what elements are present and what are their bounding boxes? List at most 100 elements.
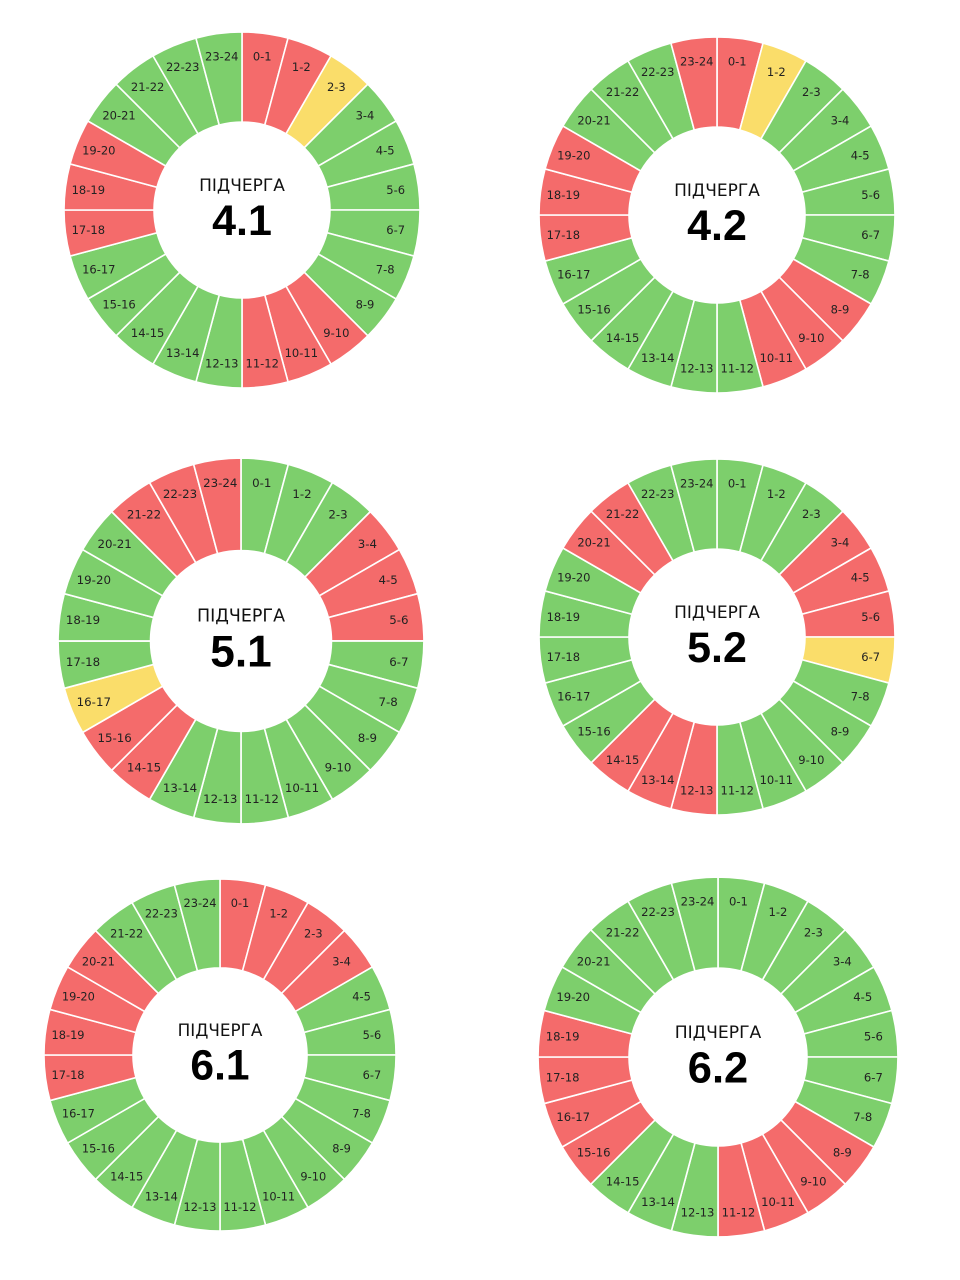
hour-label-16-17: 16-17 [557,689,590,703]
hour-label-1-2: 1-2 [292,487,311,501]
hour-label-22-23: 22-23 [641,487,674,501]
hour-label-21-22: 21-22 [110,926,143,940]
hour-label-20-21: 20-21 [577,955,611,969]
hour-label-22-23: 22-23 [145,906,178,920]
ring-chart-6-1: 0-1 1-2 2-3 3-4 4-5 5-6 6-7 7-8 8-9 9-10 10-11 11-1… [43,878,397,1232]
hour-label-13-14: 13-14 [166,346,199,360]
hour-label-16-17: 16-17 [82,262,115,276]
hour-label-17-18: 17-18 [52,1068,85,1082]
hour-label-16-17: 16-17 [62,1107,95,1121]
hour-label-8-9: 8-9 [831,724,850,738]
hour-label-2-3: 2-3 [804,926,823,940]
hour-labels: 0-1 1-2 2-3 3-4 4-5 5-6 6-7 7-8 8-9 9-10 10-11 11-1… [547,54,880,375]
hour-segment-23-24 [194,31,243,126]
hour-label-4-5: 4-5 [379,573,398,587]
hour-label-9-10: 9-10 [798,753,824,767]
hour-label-3-4: 3-4 [831,114,850,128]
queue-caption: ПІДЧЕРГА [199,176,285,196]
hour-labels: 0-1 1-2 2-3 3-4 4-5 5-6 6-7 7-8 8-9 9-10 10-11 11-1… [52,896,382,1214]
queue-caption: ПІДЧЕРГА [675,1023,762,1043]
queue-caption: ПІДЧЕРГА [197,606,285,626]
hour-label-22-23: 22-23 [163,487,197,501]
queue-caption: ПІДЧЕРГА [674,603,760,623]
hour-label-1-2: 1-2 [767,487,786,501]
hour-label-18-19: 18-19 [547,188,580,202]
hour-label-19-20: 19-20 [556,990,590,1004]
hour-label-21-22: 21-22 [606,507,639,521]
hour-label-2-3: 2-3 [327,80,346,94]
hour-label-1-2: 1-2 [767,65,786,79]
hour-label-13-14: 13-14 [641,351,674,365]
hour-label-15-16: 15-16 [82,1141,115,1155]
hour-label-14-15: 14-15 [606,753,639,767]
hour-label-17-18: 17-18 [547,228,580,242]
hour-label-5-6: 5-6 [363,1028,382,1042]
queue-caption: ПІДЧЕРГА [178,1020,263,1040]
hour-label-9-10: 9-10 [300,1170,326,1184]
segments [538,36,896,394]
hour-label-19-20: 19-20 [557,571,590,585]
hour-label-4-5: 4-5 [853,990,872,1004]
hour-label-15-16: 15-16 [577,1145,611,1159]
hour-label-2-3: 2-3 [802,85,821,99]
hour-label-6-7: 6-7 [389,655,408,669]
hour-labels: 0-1 1-2 2-3 3-4 4-5 5-6 6-7 7-8 8-9 9-10 10-11 11-1… [547,476,880,797]
hour-label-8-9: 8-9 [358,731,377,745]
hour-label-18-19: 18-19 [72,183,105,197]
hour-label-12-13: 12-13 [680,362,713,376]
hour-label-15-16: 15-16 [97,731,131,745]
hour-label-17-18: 17-18 [66,655,100,669]
hour-label-7-8: 7-8 [851,689,870,703]
hour-label-0-1: 0-1 [728,54,747,68]
hour-label-13-14: 13-14 [163,781,197,795]
hour-label-7-8: 7-8 [379,695,398,709]
hour-label-23-24: 23-24 [681,895,715,909]
segments [537,876,899,1238]
hour-label-23-24: 23-24 [680,54,713,68]
hour-label-8-9: 8-9 [831,302,850,316]
hour-label-2-3: 2-3 [802,507,821,521]
hour-label-10-11: 10-11 [285,346,318,360]
hour-label-11-12: 11-12 [223,1200,256,1214]
hour-label-15-16: 15-16 [102,297,135,311]
hour-segment-23-24 [669,458,718,553]
hour-label-1-2: 1-2 [269,906,288,920]
hour-label-4-5: 4-5 [851,571,870,585]
hour-label-4-5: 4-5 [851,149,870,163]
hour-label-22-23: 22-23 [641,65,674,79]
hour-label-14-15: 14-15 [606,1174,640,1188]
hour-label-13-14: 13-14 [641,1195,675,1209]
hour-label-14-15: 14-15 [131,326,164,340]
hour-label-20-21: 20-21 [577,536,610,550]
hour-label-6-7: 6-7 [386,223,405,237]
hour-label-13-14: 13-14 [641,773,674,787]
hour-label-21-22: 21-22 [127,508,161,522]
hour-label-7-8: 7-8 [851,267,870,281]
hour-label-6-7: 6-7 [861,228,880,242]
hour-label-8-9: 8-9 [833,1145,852,1159]
hour-label-18-19: 18-19 [547,610,580,624]
hour-label-10-11: 10-11 [262,1190,295,1204]
hour-segment-23-24 [192,457,242,555]
hour-label-20-21: 20-21 [102,109,135,123]
hour-label-12-13: 12-13 [203,792,237,806]
hour-label-5-6: 5-6 [389,613,408,627]
hour-label-18-19: 18-19 [52,1028,85,1042]
hour-label-20-21: 20-21 [577,114,610,128]
hour-label-7-8: 7-8 [853,1110,872,1124]
hour-label-3-4: 3-4 [831,536,850,550]
hour-label-7-8: 7-8 [352,1107,371,1121]
hour-label-10-11: 10-11 [285,781,319,795]
hour-label-12-13: 12-13 [183,1200,216,1214]
hour-label-3-4: 3-4 [833,955,852,969]
hour-label-6-7: 6-7 [864,1070,883,1084]
hour-label-15-16: 15-16 [577,724,610,738]
hour-label-14-15: 14-15 [606,331,639,345]
hour-label-16-17: 16-17 [77,695,111,709]
hour-label-3-4: 3-4 [332,955,351,969]
hour-label-10-11: 10-11 [760,773,793,787]
hour-label-21-22: 21-22 [606,926,640,940]
hour-label-14-15: 14-15 [127,760,161,774]
segments [57,457,425,825]
hour-label-5-6: 5-6 [864,1030,883,1044]
